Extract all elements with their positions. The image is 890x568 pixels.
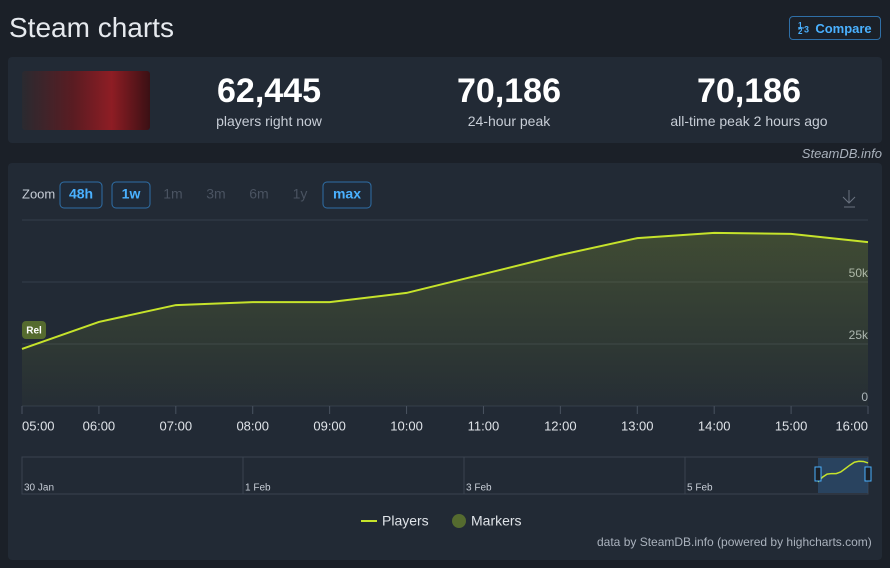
x-tick-label: 14:00 bbox=[698, 418, 731, 433]
stat-label: 24-hour peak bbox=[467, 113, 551, 129]
zoom-option[interactable]: max bbox=[333, 186, 361, 202]
navigator-selection[interactable] bbox=[818, 458, 868, 493]
page-title: Steam charts bbox=[9, 12, 174, 43]
x-tick-label: 08:00 bbox=[236, 418, 269, 433]
svg-text:1: 1 bbox=[798, 21, 803, 30]
navigator-label: 30 Jan bbox=[24, 483, 54, 494]
legend-marker[interactable] bbox=[452, 514, 466, 528]
credit: data by SteamDB.info (powered by highcha… bbox=[597, 535, 872, 549]
zoom-option[interactable]: 3m bbox=[206, 186, 225, 202]
game-image bbox=[22, 71, 150, 130]
stat-label: players right now bbox=[216, 113, 322, 129]
compare-icon: 12 3 bbox=[798, 21, 809, 35]
navigator-line bbox=[817, 460, 869, 483]
zoom-label: Zoom bbox=[22, 186, 55, 201]
stat-value: 62,445 bbox=[217, 72, 321, 110]
stats-panel bbox=[8, 57, 882, 143]
legend-label[interactable]: Markers bbox=[471, 513, 522, 529]
navigator-handle[interactable] bbox=[814, 466, 822, 482]
zoom-option[interactable]: 1w bbox=[122, 186, 141, 202]
annotation-flag bbox=[22, 321, 46, 339]
source-link[interactable]: SteamDB.info bbox=[801, 146, 882, 161]
stat: 62,445 players right now bbox=[149, 72, 389, 129]
stat-value: 70,186 bbox=[697, 72, 801, 110]
line bbox=[21, 231, 869, 350]
x-tick-label: 13:00 bbox=[621, 418, 654, 433]
navigator-label: 3 Feb bbox=[466, 483, 492, 494]
x-tick-label: 16:00 bbox=[835, 418, 868, 433]
zoom-option[interactable]: 48h bbox=[69, 186, 93, 202]
zoom-button[interactable] bbox=[59, 181, 103, 209]
stat: 70,186 all-time peak 2 hours ago bbox=[629, 72, 869, 129]
navigator-label: 1 Feb bbox=[245, 483, 271, 494]
download-icon[interactable] bbox=[842, 190, 856, 208]
stat-label: all-time peak 2 hours ago bbox=[670, 113, 828, 129]
navigator[interactable] bbox=[21, 456, 869, 495]
x-tick-label: 11:00 bbox=[468, 418, 500, 433]
stat-value: 70,186 bbox=[457, 72, 561, 110]
x-tick-label: 15:00 bbox=[775, 418, 808, 433]
svg-text:3: 3 bbox=[804, 24, 809, 34]
zoom-option[interactable]: 1y bbox=[293, 186, 308, 202]
navigator-label: 5 Feb bbox=[687, 483, 713, 494]
svg-text:2: 2 bbox=[798, 27, 803, 35]
stat: 70,186 24-hour peak bbox=[389, 72, 629, 129]
x-tick-label: 05:00 bbox=[22, 418, 55, 433]
x-tick-label: 09:00 bbox=[313, 418, 346, 433]
zoom-button[interactable] bbox=[111, 181, 151, 209]
x-tick-label: 12:00 bbox=[544, 418, 577, 433]
compare-label: Compare bbox=[815, 20, 872, 36]
area bbox=[22, 232, 868, 406]
navigator-handle[interactable] bbox=[864, 466, 872, 482]
zoom-option[interactable]: 1m bbox=[163, 186, 182, 202]
x-tick-label: 07:00 bbox=[160, 418, 193, 433]
annotation: Rel bbox=[26, 326, 42, 337]
x-tick-label: 06:00 bbox=[83, 418, 116, 433]
x-tick-label: 10:00 bbox=[390, 418, 423, 433]
legend-label[interactable]: Players bbox=[382, 513, 429, 529]
zoom-option[interactable]: 6m bbox=[249, 186, 268, 202]
zoom-button[interactable] bbox=[322, 181, 372, 209]
